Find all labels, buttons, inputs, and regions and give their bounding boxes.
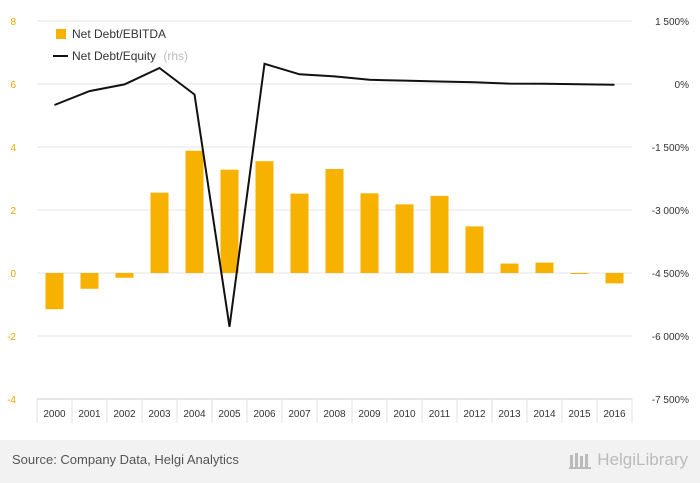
x-tick-label: 2002 (113, 409, 136, 420)
x-axis: 2000 2001 2002 2003 2004 2005 2006 2007 2008 2009… (36, 399, 633, 423)
bar (535, 262, 554, 273)
x-tick-label: 2007 (288, 409, 311, 420)
y-right-tick-label: 1 500% (655, 17, 689, 28)
bar (220, 169, 239, 273)
footer: Source: Company Data, Helgi Analytics He… (0, 440, 700, 483)
y-left-tick-label: 4 (10, 143, 16, 154)
bar (395, 204, 414, 273)
bar (255, 161, 274, 273)
legend-series-name: Net Debt/Equity (72, 49, 156, 63)
y-axis-left: 8 6 4 2 0 -2 -4 (7, 17, 16, 406)
brand-name: HelgiLibrary (597, 450, 688, 469)
x-tick-label: 2011 (429, 409, 451, 420)
bar (465, 226, 484, 273)
legend-label-net-debt-equity: Net Debt/Equity (rhs) (72, 49, 188, 63)
y-left-tick-label: 0 (10, 269, 16, 280)
y-left-tick-label: 8 (10, 17, 16, 28)
y-right-tick-label: -6 000% (652, 332, 689, 343)
legend: Net Debt/EBITDA Net Debt/Equity (rhs) (53, 27, 188, 63)
series-line (54, 62, 615, 327)
x-tick-label: 2006 (253, 409, 276, 420)
bar (80, 273, 99, 289)
y-right-tick-label: -4 500% (652, 269, 689, 280)
x-tick-label: 2013 (498, 409, 521, 420)
bar (570, 273, 589, 274)
x-tick-label: 2001 (78, 409, 101, 420)
bar (325, 169, 344, 273)
x-tick-label: 2008 (323, 409, 346, 420)
y-left-tick-label: 2 (10, 206, 16, 217)
y-right-tick-label: -1 500% (652, 143, 689, 154)
bar-series (45, 150, 624, 310)
bar (115, 273, 134, 278)
legend-rhs-note: (rhs) (163, 49, 188, 63)
y-right-tick-label: -7 500% (652, 395, 689, 406)
x-tick-label: 2003 (148, 409, 171, 420)
source-text: Source: Company Data, Helgi Analytics (12, 452, 239, 467)
x-tick-label: 2009 (358, 409, 381, 420)
y-right-tick-label: 0% (675, 80, 690, 91)
y-left-tick-label: -2 (7, 332, 16, 343)
bar (150, 192, 169, 273)
bar (605, 273, 624, 284)
x-tick-label: 2000 (43, 409, 66, 420)
x-tick-label: 2012 (463, 409, 486, 420)
y-left-tick-label: 6 (10, 80, 16, 91)
brand-logo: HelgiLibrary (569, 450, 688, 470)
x-tick-label: 2004 (183, 409, 206, 420)
chart: 8 6 4 2 0 -2 -4 1 500% 0% -1 500% -3 000% -4 500% -… (7, 17, 689, 423)
x-tick-label: 2005 (218, 409, 241, 420)
x-tick-label: 2016 (603, 409, 626, 420)
bar (430, 195, 449, 273)
library-icon (569, 453, 592, 469)
y-right-tick-label: -3 000% (652, 206, 689, 217)
bar (500, 263, 519, 273)
bar (360, 193, 379, 273)
y-left-tick-label: -4 (7, 395, 16, 406)
y-axis-right: 1 500% 0% -1 500% -3 000% -4 500% -6 000% -7 5… (652, 17, 689, 406)
legend-label-net-debt-ebitda: Net Debt/EBITDA (72, 27, 166, 41)
bar (185, 150, 204, 273)
x-tick-label: 2010 (393, 409, 416, 420)
line-series (54, 62, 615, 327)
x-tick-label: 2015 (568, 409, 591, 420)
bar (290, 193, 309, 273)
bar (45, 273, 64, 310)
legend-swatch-net-debt-ebitda (56, 29, 66, 39)
x-tick-label: 2014 (533, 409, 556, 420)
